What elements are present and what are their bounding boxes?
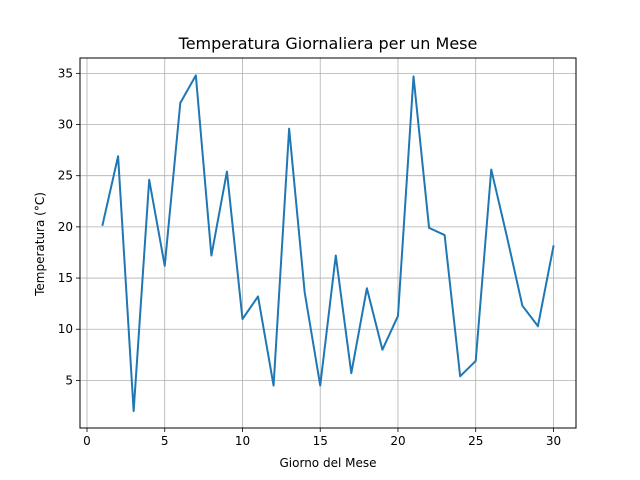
x-axis-label: Giorno del Mese xyxy=(280,456,377,470)
y-tick-label: 15 xyxy=(58,271,73,285)
chart-title: Temperatura Giornaliera per un Mese xyxy=(178,34,478,53)
x-tick-label: 10 xyxy=(235,434,250,448)
y-tick-label: 30 xyxy=(58,118,73,132)
x-tick-label: 20 xyxy=(390,434,405,448)
y-axis-label: Temperatura (°C) xyxy=(33,192,47,297)
y-axis-ticks: 5 10 15 20 25 30 35 xyxy=(58,66,80,387)
x-tick-label: 25 xyxy=(468,434,483,448)
y-tick-label: 5 xyxy=(65,373,73,387)
y-tick-label: 10 xyxy=(58,322,73,336)
y-tick-label: 20 xyxy=(58,220,73,234)
x-tick-label: 30 xyxy=(546,434,561,448)
gridlines xyxy=(80,58,576,428)
series-line xyxy=(101,74,555,413)
x-tick-label: 5 xyxy=(161,434,169,448)
x-tick-label: 15 xyxy=(313,434,328,448)
y-tick-label: 35 xyxy=(58,66,73,80)
plot-area-frame xyxy=(79,57,577,429)
series-layer xyxy=(101,74,555,413)
x-tick-label: 0 xyxy=(83,434,91,448)
y-tick-label: 25 xyxy=(58,169,73,183)
x-axis-ticks: 0 5 10 15 20 25 30 xyxy=(83,428,561,448)
